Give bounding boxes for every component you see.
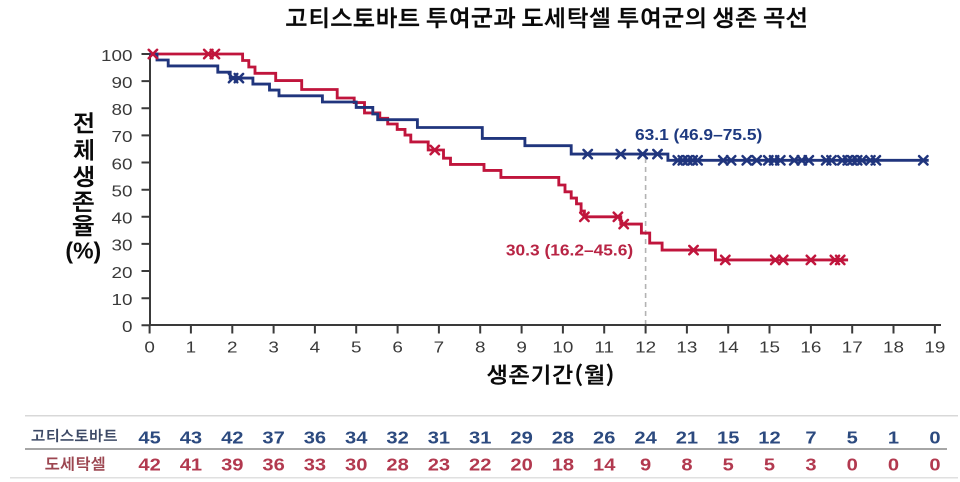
svg-text:70: 70 (112, 128, 133, 146)
svg-text:15: 15 (717, 428, 739, 447)
svg-text:17: 17 (842, 338, 863, 356)
svg-text:8: 8 (475, 338, 486, 356)
svg-text:30.3 (16.2–45.6): 30.3 (16.2–45.6) (506, 242, 633, 259)
svg-text:14: 14 (593, 455, 616, 474)
svg-text:8: 8 (681, 455, 692, 474)
svg-text:12: 12 (758, 428, 780, 447)
svg-text:0: 0 (122, 317, 133, 335)
svg-text:30: 30 (112, 236, 133, 254)
svg-text:37: 37 (262, 428, 284, 447)
svg-text:7: 7 (434, 338, 445, 356)
svg-text:30: 30 (345, 455, 367, 474)
svg-text:39: 39 (221, 455, 243, 474)
svg-text:63.1 (46.9–75.5): 63.1 (46.9–75.5) (635, 127, 762, 144)
svg-text:10: 10 (552, 338, 573, 356)
svg-text:0: 0 (847, 455, 858, 474)
svg-text:5: 5 (847, 428, 858, 447)
svg-text:28: 28 (552, 428, 574, 447)
svg-text:28: 28 (386, 455, 408, 474)
svg-text:3: 3 (268, 338, 279, 356)
svg-text:14: 14 (718, 338, 739, 356)
svg-text:40: 40 (112, 209, 133, 227)
svg-text:43: 43 (180, 428, 202, 447)
svg-text:15: 15 (759, 338, 780, 356)
svg-text:5: 5 (723, 455, 734, 474)
svg-text:23: 23 (428, 455, 450, 474)
svg-text:0: 0 (144, 338, 155, 356)
svg-text:42: 42 (221, 428, 243, 447)
svg-text:0: 0 (929, 428, 940, 447)
svg-text:33: 33 (304, 455, 326, 474)
svg-text:1: 1 (186, 338, 197, 356)
svg-text:11: 11 (594, 338, 614, 356)
svg-text:26: 26 (593, 428, 615, 447)
svg-text:9: 9 (640, 455, 651, 474)
svg-text:36: 36 (304, 428, 326, 447)
svg-text:(%): (%) (65, 237, 101, 263)
svg-text:31: 31 (469, 428, 491, 447)
svg-text:6: 6 (392, 338, 403, 356)
svg-text:1: 1 (888, 428, 899, 447)
svg-text:7: 7 (805, 428, 816, 447)
svg-text:34: 34 (345, 428, 368, 447)
svg-text:12: 12 (635, 338, 656, 356)
svg-text:18: 18 (552, 455, 574, 474)
svg-text:36: 36 (262, 455, 284, 474)
svg-text:20: 20 (510, 455, 532, 474)
svg-text:5: 5 (764, 455, 775, 474)
svg-text:13: 13 (676, 338, 697, 356)
svg-text:5: 5 (351, 338, 362, 356)
svg-text:29: 29 (510, 428, 532, 447)
svg-text:60: 60 (112, 155, 133, 173)
svg-text:4: 4 (310, 338, 321, 356)
svg-text:24: 24 (634, 428, 657, 447)
svg-text:19: 19 (924, 338, 945, 356)
svg-text:42: 42 (138, 455, 160, 474)
svg-text:80: 80 (112, 100, 133, 118)
svg-text:10: 10 (112, 290, 133, 308)
svg-text:22: 22 (469, 455, 491, 474)
svg-text:41: 41 (180, 455, 202, 474)
svg-text:2: 2 (227, 338, 238, 356)
svg-text:45: 45 (138, 428, 160, 447)
svg-text:0: 0 (888, 455, 899, 474)
svg-text:18: 18 (883, 338, 904, 356)
svg-text:100: 100 (101, 46, 133, 64)
svg-text:31: 31 (428, 428, 450, 447)
svg-text:9: 9 (516, 338, 527, 356)
svg-text:50: 50 (112, 182, 133, 200)
svg-text:21: 21 (676, 428, 698, 447)
svg-text:16: 16 (800, 338, 821, 356)
svg-text:0: 0 (929, 455, 940, 474)
svg-text:90: 90 (112, 73, 133, 91)
svg-text:32: 32 (386, 428, 408, 447)
svg-text:3: 3 (805, 455, 816, 474)
svg-text:20: 20 (112, 263, 133, 281)
